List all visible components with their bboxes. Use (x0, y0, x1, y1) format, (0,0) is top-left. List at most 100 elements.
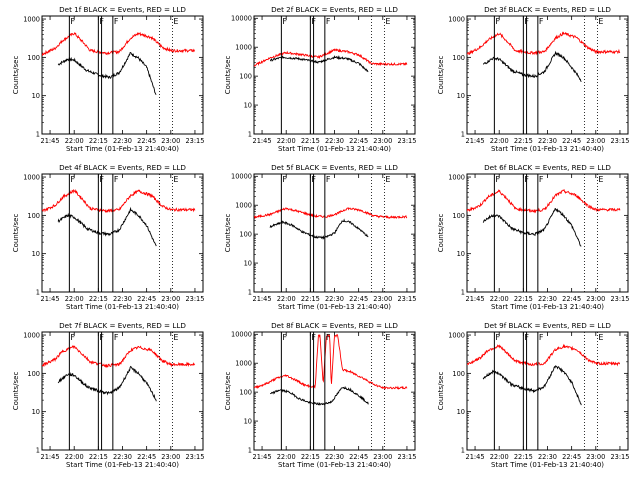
panel-1: Det 1f BLACK = Events, RED = LLD 1 10 100 10… (12, 5, 204, 153)
x-axis-label: Start Time (01-Feb-13 21:40:40) (491, 145, 604, 153)
x-tick-label: 22:00 (277, 453, 296, 461)
series-events (270, 385, 369, 406)
y-axis-label: Counts/sec (224, 56, 232, 95)
x-tick-label: 22:30 (113, 137, 132, 145)
plot-frame (41, 15, 204, 135)
y-tick-label: 1 (248, 446, 252, 454)
x-tick-label: 23:00 (373, 137, 392, 145)
panel-2: Det 2f BLACK = Events, RED = LLD 1 10 100 10… (224, 5, 416, 153)
x-tick-label: 23:00 (161, 453, 180, 461)
plot-frame (253, 15, 416, 135)
panel-8: Det 8f BLACK = Events, RED = LLD 1 10 100 10… (224, 321, 416, 469)
y-tick-label: 10000 (231, 331, 252, 339)
x-tick-label: 23:15 (397, 137, 416, 145)
y-tick-label: 1000 (23, 15, 40, 23)
panel-4: Det 4f BLACK = Events, RED = LLD 1 10 100 10… (12, 163, 204, 311)
series-lld (254, 207, 408, 220)
y-tick-label: 10 (32, 408, 40, 416)
series-events (269, 55, 369, 73)
x-tick-label: 22:45 (137, 453, 156, 461)
x-tick-label: 21:45 (466, 137, 485, 145)
x-tick-label: 22:15 (89, 295, 108, 303)
flag-label: F (495, 17, 500, 26)
series-events (57, 52, 157, 95)
y-tick-label: 1 (248, 288, 252, 296)
x-tick-label: 23:15 (610, 295, 629, 303)
series-lld (42, 345, 196, 369)
panel-title: Det 3f BLACK = Events, RED = LLD (484, 5, 611, 14)
y-tick-label: 1000 (235, 44, 252, 52)
plot-area (42, 345, 196, 402)
x-tick-label: 22:45 (349, 453, 368, 461)
flag-label: F (326, 175, 331, 184)
flag-label: F (311, 17, 316, 26)
flag-label: F (495, 333, 500, 342)
y-tick-label: 1 (36, 130, 40, 138)
series-lld (42, 31, 195, 57)
flag-label: E (385, 17, 390, 26)
panel-title: Det 9f BLACK = Events, RED = LLD (484, 321, 611, 330)
series-lld (254, 333, 408, 390)
x-tick-label: 22:45 (137, 295, 156, 303)
x-tick-label: 22:15 (301, 137, 320, 145)
flag-label: F (495, 175, 500, 184)
y-tick-label: 10000 (231, 15, 252, 23)
plot-area (467, 343, 621, 406)
y-tick-label: 100 (452, 370, 465, 378)
y-tick-label: 1000 (23, 173, 40, 181)
flag-label: E (173, 17, 178, 26)
y-tick-label: 10 (244, 259, 252, 267)
flag-label: F (524, 175, 529, 184)
x-tick-label: 21:45 (466, 295, 485, 303)
plot-area (467, 189, 621, 247)
panel-title: Det 8f BLACK = Events, RED = LLD (271, 321, 398, 330)
panel-title: Det 4f BLACK = Events, RED = LLD (59, 163, 186, 172)
x-tick-label: 22:00 (65, 295, 84, 303)
y-tick-label: 10 (244, 101, 252, 109)
y-axis-label: Counts/sec (224, 372, 232, 411)
x-tick-label: 21:45 (253, 137, 272, 145)
series-lld (254, 48, 408, 67)
panel-7: Det 7f BLACK = Events, RED = LLD 1 10 100 10… (12, 321, 204, 469)
panel-title: Det 1f BLACK = Events, RED = LLD (59, 5, 186, 14)
series-lld (467, 189, 621, 214)
x-tick-label: 23:00 (161, 137, 180, 145)
y-tick-label: 100 (239, 231, 252, 239)
x-tick-label: 22:00 (65, 137, 84, 145)
panel-6: Det 6f BLACK = Events, RED = LLD 1 10 100 10… (437, 163, 629, 311)
series-events (483, 50, 582, 82)
x-tick-label: 23:00 (586, 295, 605, 303)
x-tick-label: 21:45 (41, 453, 60, 461)
series-lld (467, 343, 621, 367)
y-tick-label: 1 (36, 288, 40, 296)
panel-5: Det 5f BLACK = Events, RED = LLD 1 10 100 10… (224, 163, 416, 311)
x-tick-label: 22:00 (277, 137, 296, 145)
plot-area (254, 333, 408, 406)
panel-title: Det 7f BLACK = Events, RED = LLD (59, 321, 186, 330)
flag-label: F (539, 175, 544, 184)
y-tick-label: 100 (27, 212, 40, 220)
flag-label: E (173, 333, 178, 342)
x-tick-label: 22:30 (538, 453, 557, 461)
flag-label: E (598, 333, 603, 342)
flag-label: F (114, 17, 119, 26)
series-events (269, 218, 369, 240)
x-tick-label: 22:45 (349, 137, 368, 145)
flag-label: F (282, 333, 287, 342)
flag-label: F (539, 333, 544, 342)
y-tick-label: 1000 (448, 15, 465, 23)
plot-area (254, 207, 408, 240)
x-axis-label: Start Time (01-Feb-13 21:40:40) (491, 303, 604, 311)
flag-label: F (70, 175, 75, 184)
x-tick-label: 21:45 (253, 295, 272, 303)
flag-label: F (326, 333, 331, 342)
x-tick-label: 22:30 (325, 453, 344, 461)
plot-frame (41, 173, 204, 293)
panel-3: Det 3f BLACK = Events, RED = LLD 1 10 100 10… (437, 5, 629, 153)
x-axis-label: Start Time (01-Feb-13 21:40:40) (278, 461, 391, 469)
flag-label: E (385, 333, 390, 342)
plot-area (42, 188, 196, 247)
plot-area (42, 31, 195, 95)
x-axis-label: Start Time (01-Feb-13 21:40:40) (278, 303, 391, 311)
